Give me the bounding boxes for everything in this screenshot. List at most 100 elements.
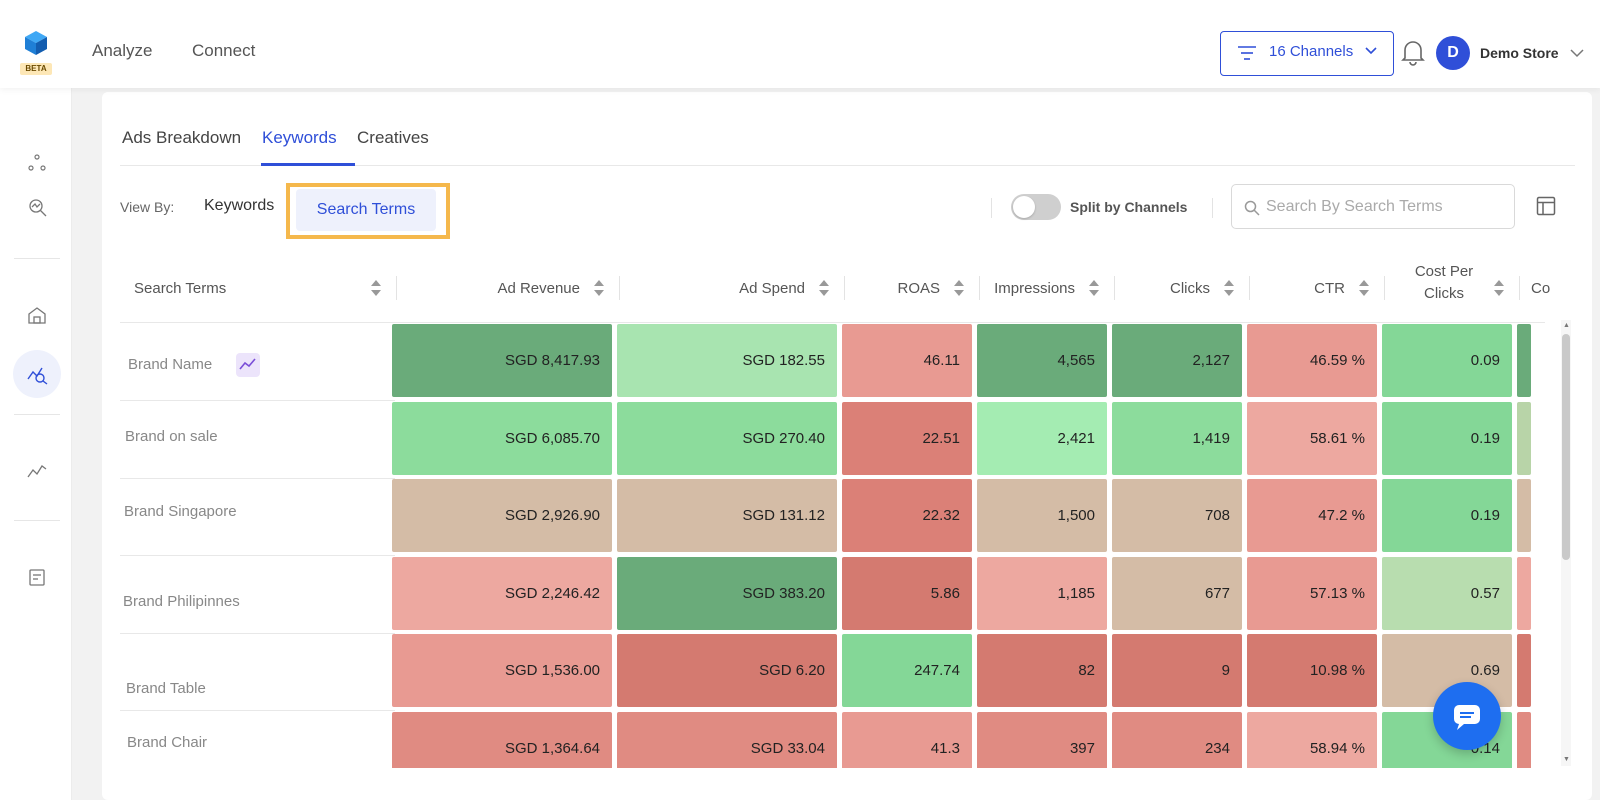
table-cell: SGD 1,536.00 — [392, 634, 612, 707]
column-header[interactable]: ROAS — [848, 254, 978, 322]
split-by-channels-toggle[interactable] — [1011, 194, 1061, 220]
filter-icon — [1238, 46, 1256, 60]
trend-line-icon — [239, 358, 256, 370]
bell-icon[interactable] — [1401, 38, 1425, 66]
search-analytics-icon[interactable] — [26, 196, 48, 218]
search-term-label: Brand Table — [126, 680, 206, 697]
row-divider — [120, 710, 395, 711]
scroll-down-arrow-icon[interactable]: ▼ — [1563, 756, 1570, 763]
sort-arrows-icon[interactable] — [819, 278, 829, 298]
table-cell: 4,565 — [977, 324, 1107, 397]
sidebar — [0, 88, 72, 800]
table-scrollbar[interactable]: ▲ ▼ — [1561, 320, 1571, 766]
search-icon — [1244, 200, 1260, 216]
sort-arrows-icon[interactable] — [1224, 278, 1234, 298]
tab-ads-breakdown[interactable]: Ads Breakdown — [122, 128, 242, 147]
table-cell — [1517, 479, 1531, 552]
cube-logo-icon — [25, 31, 47, 55]
table-cell: 82 — [977, 634, 1107, 707]
view-by-search-terms[interactable]: Search Terms — [296, 189, 436, 231]
chat-icon — [1454, 705, 1480, 730]
column-header[interactable]: Search Terms — [120, 254, 395, 322]
chevron-down-icon — [1365, 47, 1377, 55]
table-cell: 22.51 — [842, 402, 972, 475]
table-cell: 0.19 — [1382, 402, 1512, 475]
app-logo[interactable]: BETA — [18, 30, 54, 76]
column-divider — [619, 276, 620, 300]
columns-settings-icon[interactable] — [1536, 196, 1556, 216]
column-header-label: Co — [1531, 280, 1551, 297]
table-cell — [1517, 324, 1531, 397]
table-cell: SGD 383.20 — [617, 557, 837, 630]
sort-arrows-icon[interactable] — [594, 278, 604, 298]
search-input[interactable] — [1266, 193, 1506, 221]
chat-button[interactable] — [1433, 682, 1501, 750]
column-header[interactable]: Clicks — [1118, 254, 1248, 322]
beta-badge: BETA — [20, 63, 52, 75]
table-cell: 46.59 % — [1247, 324, 1377, 397]
table-cell: 57.13 % — [1247, 557, 1377, 630]
column-header[interactable]: Co — [1523, 254, 1572, 322]
trend-chart-icon[interactable] — [236, 353, 260, 377]
table-cell: SGD 182.55 — [617, 324, 837, 397]
nav-analyze[interactable]: Analyze — [92, 41, 153, 60]
row-divider — [120, 400, 395, 401]
toolbar-divider — [991, 198, 992, 218]
table-cell: 58.94 % — [1247, 712, 1377, 768]
search-term-label: Brand Philipinnes — [123, 593, 240, 610]
tab-creatives[interactable]: Creatives — [357, 128, 429, 147]
sidebar-divider — [14, 414, 60, 415]
table-cell: 0.57 — [1382, 557, 1512, 630]
column-header[interactable]: Ad Spend — [623, 254, 843, 322]
nav-connect[interactable]: Connect — [192, 41, 256, 60]
sort-arrows-icon[interactable] — [954, 278, 964, 298]
search-term-label: Brand Name — [128, 353, 260, 377]
channels-filter-button[interactable]: 16 Channels — [1220, 31, 1394, 76]
search-box[interactable] — [1231, 184, 1515, 229]
keyword-analysis-icon[interactable] — [26, 363, 48, 385]
sort-arrows-icon[interactable] — [1494, 278, 1504, 298]
store-icon[interactable] — [26, 304, 48, 326]
column-divider — [979, 276, 980, 300]
table-cell: SGD 2,926.90 — [392, 479, 612, 552]
column-header[interactable]: Impressions — [983, 254, 1113, 322]
row-divider — [120, 555, 395, 556]
table-cell — [1517, 402, 1531, 475]
sort-arrows-icon[interactable] — [1359, 278, 1369, 298]
scrollbar-thumb[interactable] — [1562, 334, 1570, 560]
scroll-up-arrow-icon[interactable]: ▲ — [1563, 322, 1570, 329]
table-cell: 2,127 — [1112, 324, 1242, 397]
table-cell: 1,185 — [977, 557, 1107, 630]
avatar[interactable]: D — [1436, 36, 1470, 70]
column-header-label: Cost Per Clicks — [1414, 263, 1474, 302]
column-header[interactable]: Cost Per Clicks — [1388, 254, 1518, 322]
table-cell: 41.3 — [842, 712, 972, 768]
column-header-label: Clicks — [1170, 280, 1210, 297]
store-name[interactable]: Demo Store — [1480, 45, 1559, 61]
table-cell: SGD 33.04 — [617, 712, 837, 768]
nodes-icon[interactable] — [26, 152, 48, 174]
report-icon[interactable] — [26, 566, 48, 588]
sort-arrows-icon[interactable] — [371, 278, 381, 298]
table-cell: SGD 8,417.93 — [392, 324, 612, 397]
column-header[interactable]: CTR — [1253, 254, 1383, 322]
column-header-label: Impressions — [994, 280, 1075, 297]
table-cell: 58.61 % — [1247, 402, 1377, 475]
table-cell: SGD 131.12 — [617, 479, 837, 552]
table-cell: 9 — [1112, 634, 1242, 707]
search-term-label: Brand Chair — [127, 734, 208, 751]
trend-icon[interactable] — [26, 460, 48, 482]
table-cell: 2,421 — [977, 402, 1107, 475]
split-by-channels-label: Split by Channels — [1070, 199, 1188, 215]
sidebar-divider — [14, 258, 60, 259]
tab-keywords[interactable]: Keywords — [262, 128, 337, 147]
table-cell — [1517, 712, 1531, 768]
table-cell — [1517, 557, 1531, 630]
chevron-down-icon[interactable] — [1570, 48, 1584, 58]
view-by-label: View By: — [120, 199, 175, 215]
column-divider — [1249, 276, 1250, 300]
sort-arrows-icon[interactable] — [1089, 278, 1099, 298]
view-by-keywords[interactable]: Keywords — [204, 197, 275, 214]
column-divider — [396, 276, 397, 300]
column-header[interactable]: Ad Revenue — [398, 254, 618, 322]
